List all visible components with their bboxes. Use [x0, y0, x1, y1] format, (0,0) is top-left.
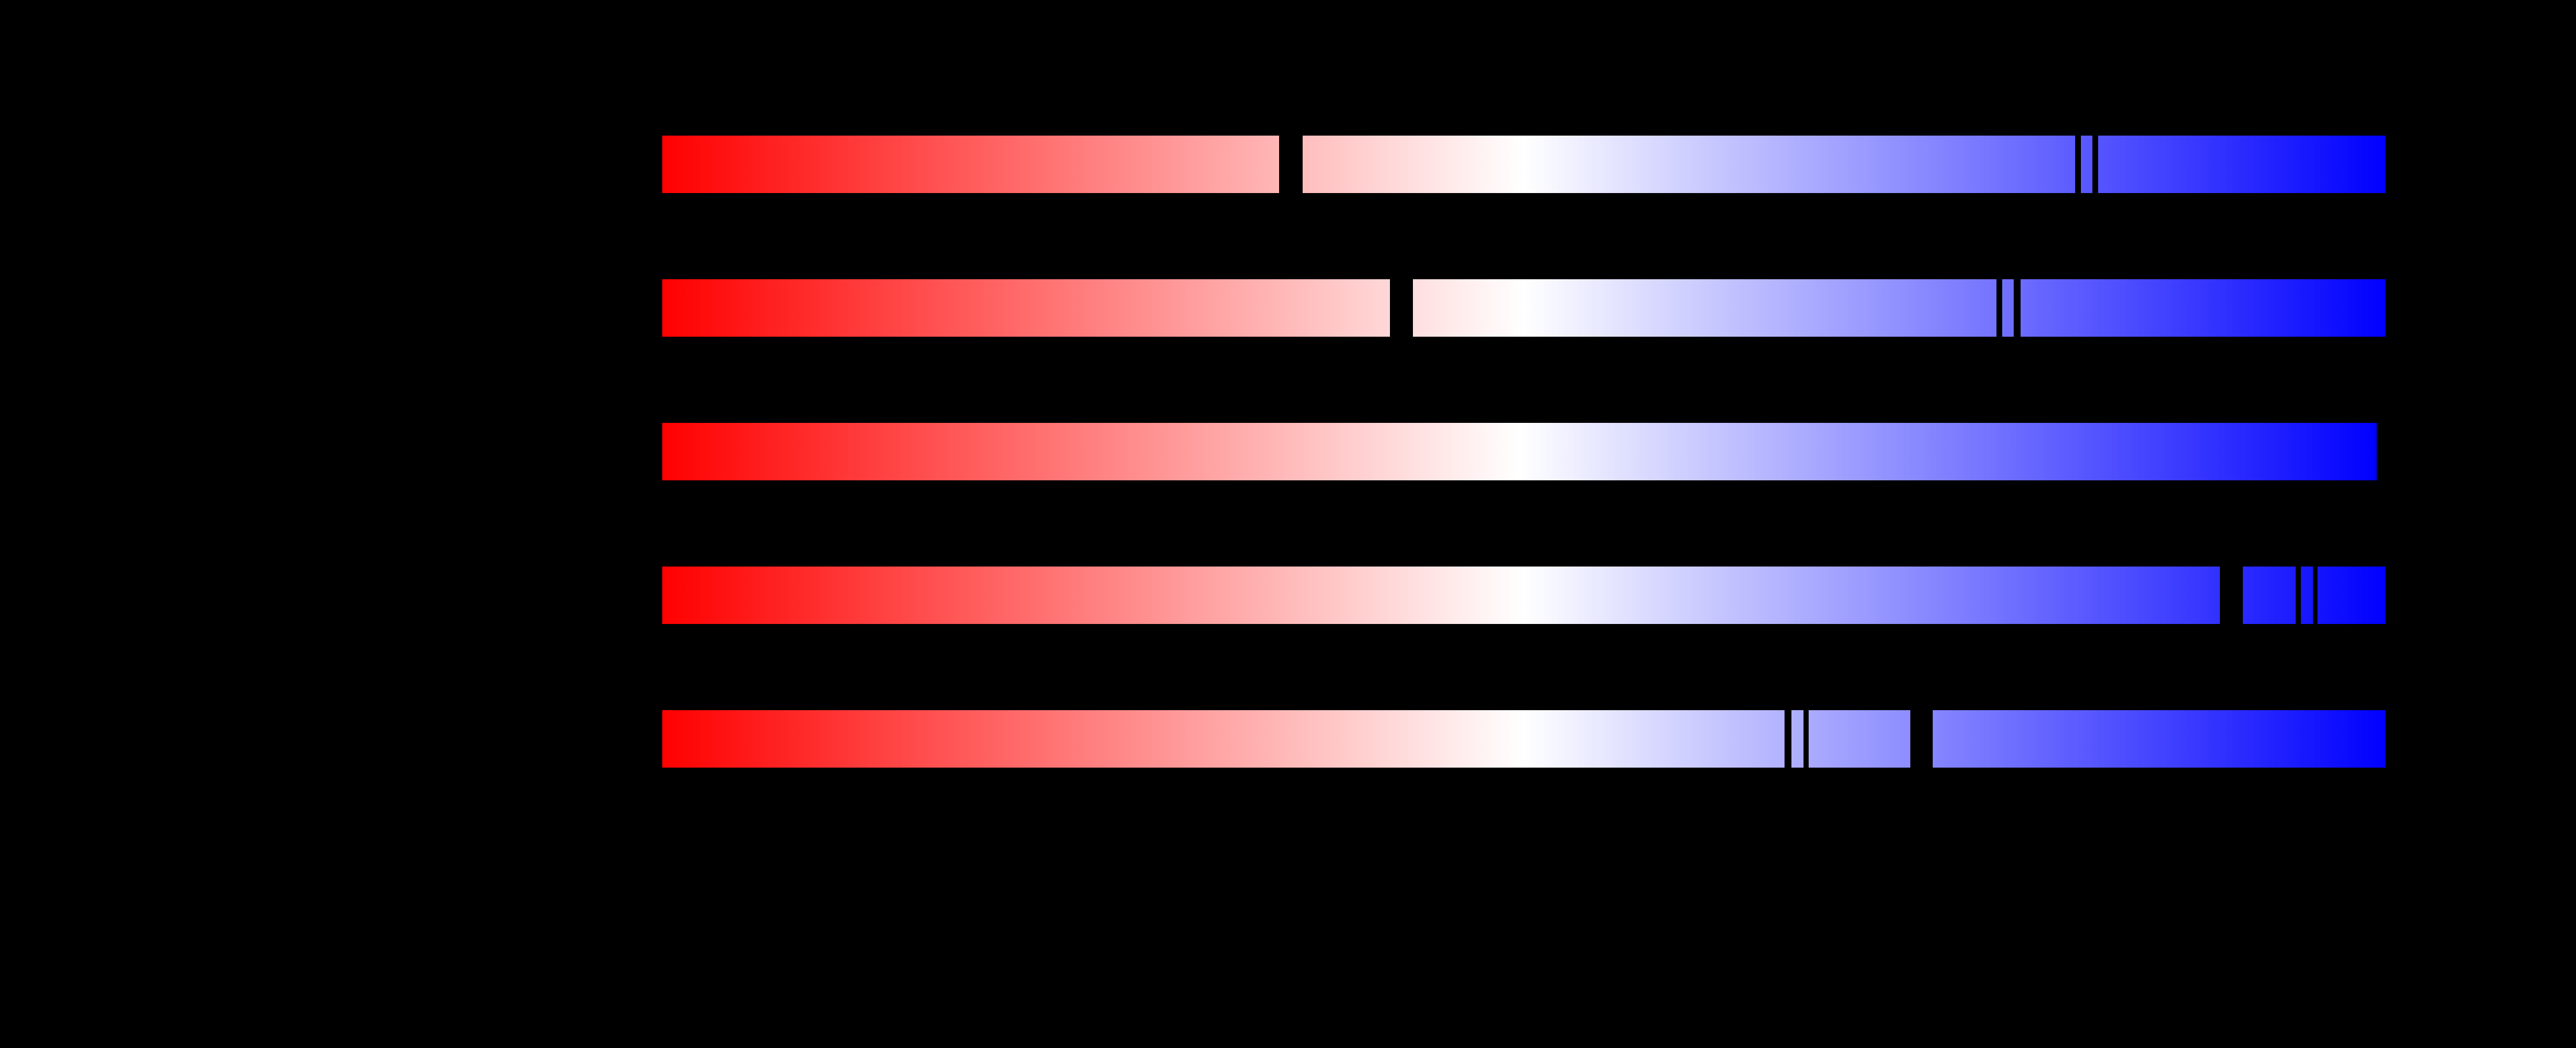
gradient-bar-row-2 [662, 279, 2385, 337]
marker-tick-thin [2092, 135, 2098, 194]
marker-tick-wide [2220, 566, 2243, 625]
gradient-bar-row-1 [662, 135, 2385, 194]
gradient-bar-row-3 [662, 423, 2377, 480]
marker-tick-wide [1390, 279, 1413, 337]
marker-tick-thin [2296, 566, 2301, 625]
marker-tick-wide [1910, 710, 1933, 768]
marker-tick-thin [1996, 279, 2002, 337]
marker-tick-thin [1785, 710, 1791, 768]
marker-tick-thin [2313, 566, 2318, 625]
gradient-bar-row-5 [662, 710, 2385, 768]
marker-tick-thin [2014, 279, 2021, 337]
marker-tick-thin [2075, 135, 2081, 194]
marker-tick-thin [1803, 710, 1809, 768]
marker-tick-wide [1279, 135, 1303, 194]
gradient-bar-row-4 [662, 566, 2385, 625]
